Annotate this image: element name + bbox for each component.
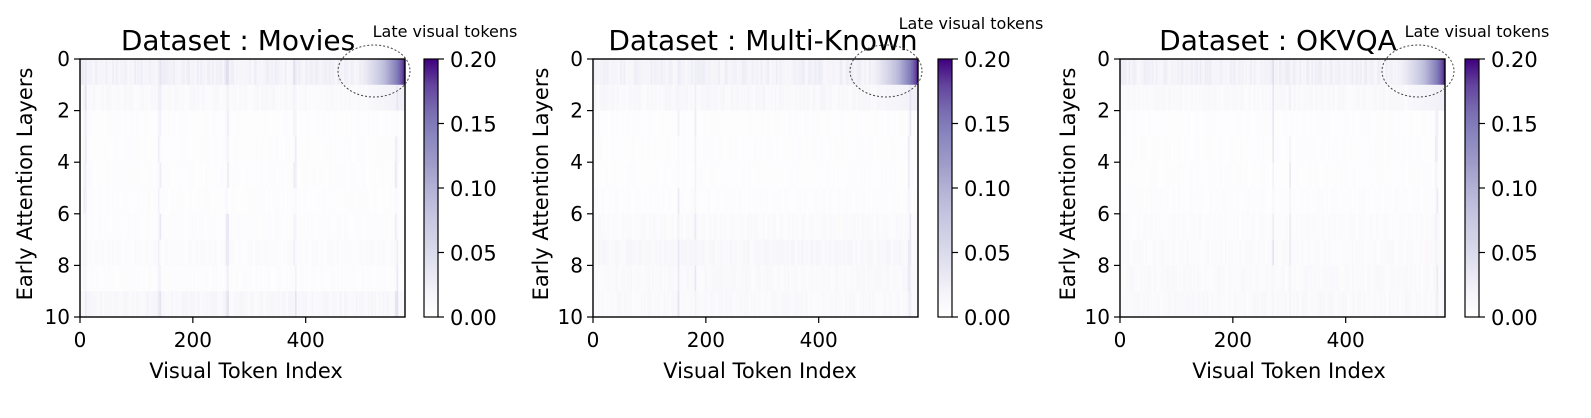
chart-title: Dataset : Multi-Known: [608, 24, 917, 57]
y-tick-label: 8: [570, 253, 583, 277]
heatmap-cells: [80, 59, 405, 317]
x-tick-label: 0: [587, 328, 600, 352]
x-axis-label: Visual Token Index: [663, 359, 857, 383]
x-tick-label: 400: [800, 328, 838, 352]
colorbar-tick-label: 0.15: [450, 113, 497, 137]
x-tick-label: 0: [74, 328, 87, 352]
colorbar-tick-label: 0.10: [964, 177, 1011, 201]
annotation-label: Late visual tokens: [899, 14, 1044, 33]
x-tick-label: 200: [687, 328, 725, 352]
y-tick-label: 2: [570, 99, 583, 123]
colorbar-tick-label: 0.00: [450, 306, 497, 330]
y-tick-label: 10: [45, 305, 70, 329]
y-tick-label: 6: [570, 202, 583, 226]
colorbar-tick-label: 0.20: [450, 48, 497, 72]
colorbar-tick-label: 0.10: [450, 177, 497, 201]
colorbar-tick-label: 0.15: [964, 113, 1011, 137]
annotation-label: Late visual tokens: [373, 22, 518, 41]
y-axis-label: Early Attention Layers: [529, 68, 553, 301]
y-tick-label: 2: [57, 99, 70, 123]
y-tick-label: 4: [570, 150, 583, 174]
y-tick-label: 0: [570, 47, 583, 71]
colorbar-tick-label: 0.05: [964, 242, 1011, 266]
x-tick-label: 400: [287, 328, 325, 352]
x-axis-label: Visual Token Index: [149, 359, 343, 383]
colorbar-tick-label: 0.05: [450, 242, 497, 266]
y-tick-label: 4: [57, 150, 70, 174]
colorbar-tick-label: 0.00: [964, 306, 1011, 330]
y-tick-label: 0: [57, 47, 70, 71]
y-tick-label: 6: [57, 202, 70, 226]
heatmap-cells: [593, 59, 918, 317]
y-axis-label: Early Attention Layers: [13, 68, 37, 301]
y-tick-label: 10: [558, 305, 583, 329]
colorbar: [938, 59, 952, 317]
chart-title: Dataset : Movies: [121, 24, 355, 57]
colorbar-tick-label: 0.20: [964, 48, 1011, 72]
y-tick-label: 8: [57, 253, 70, 277]
x-tick-label: 200: [174, 328, 212, 352]
heatmap-cells: [1120, 59, 1445, 317]
colorbar: [424, 59, 438, 317]
